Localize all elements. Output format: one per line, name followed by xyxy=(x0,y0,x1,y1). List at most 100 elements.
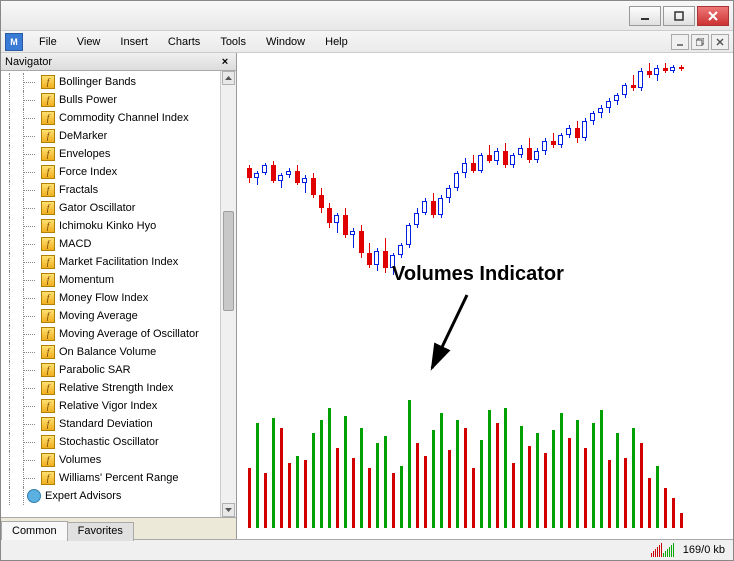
indicator-item[interactable]: fWilliams' Percent Range xyxy=(1,469,236,487)
indicator-item[interactable]: f Moving Average of Oscillator xyxy=(1,325,236,343)
indicator-item[interactable]: fStochastic Oscillator xyxy=(1,433,236,451)
indicator-item[interactable]: fEnvelopes xyxy=(1,145,236,163)
statusbar: 169/0 kb xyxy=(1,539,733,560)
mdi-minimize-button[interactable] xyxy=(671,34,689,50)
volume-bar xyxy=(640,443,643,528)
indicator-icon: f xyxy=(41,417,55,431)
volume-bar xyxy=(424,456,427,528)
volume-bar xyxy=(312,433,315,528)
indicator-icon: f xyxy=(41,75,55,89)
volume-bar xyxy=(512,463,515,528)
indicator-item[interactable]: f Parabolic SAR xyxy=(1,361,236,379)
connection-icon xyxy=(651,543,675,557)
expert-advisors-icon xyxy=(27,489,41,503)
volume-bar xyxy=(528,446,531,528)
volume-bar xyxy=(304,460,307,528)
volume-bar xyxy=(456,420,459,528)
indicator-item[interactable]: fCommodity Channel Index xyxy=(1,109,236,127)
indicator-icon: f xyxy=(41,363,55,377)
indicator-label: DeMarker xyxy=(59,130,107,142)
volume-bar xyxy=(256,423,259,528)
indicator-item[interactable]: fVolumes xyxy=(1,451,236,469)
volume-bar xyxy=(432,430,435,528)
menu-help[interactable]: Help xyxy=(315,33,358,51)
volume-bar xyxy=(680,513,683,528)
volume-bar xyxy=(408,400,411,528)
menu-tools[interactable]: Tools xyxy=(210,33,256,51)
menu-window[interactable]: Window xyxy=(256,33,315,51)
indicator-item[interactable]: fStandard Deviation xyxy=(1,415,236,433)
chart-area[interactable]: Volumes Indicator xyxy=(237,53,733,539)
menu-insert[interactable]: Insert xyxy=(110,33,158,51)
scrollbar-thumb[interactable] xyxy=(223,211,234,311)
indicator-item[interactable]: fOn Balance Volume xyxy=(1,343,236,361)
volume-bar xyxy=(664,488,667,528)
indicator-item[interactable]: fMomentum xyxy=(1,271,236,289)
scroll-up-button[interactable] xyxy=(222,71,235,85)
indicator-label: Money Flow Index xyxy=(59,292,148,304)
app-icon: M xyxy=(5,33,23,51)
volume-bar xyxy=(536,433,539,528)
indicator-icon: f xyxy=(41,345,55,359)
indicator-item[interactable]: fForce Index xyxy=(1,163,236,181)
indicator-label: Stochastic Oscillator xyxy=(59,436,159,448)
volume-bar xyxy=(448,450,451,528)
indicator-label: Ichimoku Kinko Hyo xyxy=(59,220,156,232)
indicator-label: Momentum xyxy=(59,274,114,286)
indicator-item[interactable]: f Moving Average xyxy=(1,307,236,325)
indicator-item[interactable]: fRelative Vigor Index xyxy=(1,397,236,415)
indicator-label: Bollinger Bands xyxy=(59,76,136,88)
indicator-item[interactable]: fMoney Flow Index xyxy=(1,289,236,307)
indicator-item[interactable]: f Bollinger Bands xyxy=(1,73,236,91)
mdi-close-button[interactable] xyxy=(711,34,729,50)
indicator-item[interactable]: fRelative Strength Index xyxy=(1,379,236,397)
menubar: M FileViewInsertChartsToolsWindowHelp xyxy=(1,31,733,53)
indicator-label: Gator Oscillator xyxy=(59,202,135,214)
maximize-button[interactable] xyxy=(663,6,695,26)
indicator-icon: f xyxy=(41,471,55,485)
volume-bar xyxy=(504,408,507,528)
volume-bar xyxy=(496,423,499,528)
navigator-tabs: CommonFavorites xyxy=(1,517,236,539)
indicator-icon: f xyxy=(41,165,55,179)
indicator-label: Parabolic SAR xyxy=(59,364,131,376)
indicator-icon: f xyxy=(41,309,55,323)
menu-charts[interactable]: Charts xyxy=(158,33,210,51)
scroll-down-button[interactable] xyxy=(222,503,235,517)
mdi-restore-button[interactable] xyxy=(691,34,709,50)
volume-bar xyxy=(568,438,571,528)
navigator-scrollbar[interactable] xyxy=(220,71,236,517)
indicator-item[interactable]: fMACD xyxy=(1,235,236,253)
volume-bar xyxy=(648,478,651,528)
indicator-label: Moving Average of Oscillator xyxy=(59,328,199,340)
menu-view[interactable]: View xyxy=(67,33,111,51)
indicator-item[interactable]: fMarket Facilitation Index xyxy=(1,253,236,271)
navigator-panel: Navigator × fBollinger BandsfBulls Power… xyxy=(1,53,237,539)
volume-bar xyxy=(248,468,251,528)
indicator-label: Relative Strength Index xyxy=(59,382,173,394)
volume-bar xyxy=(632,428,635,528)
menu-file[interactable]: File xyxy=(29,33,67,51)
nav-tab-favorites[interactable]: Favorites xyxy=(67,522,134,541)
indicator-icon: f xyxy=(41,327,55,341)
navigator-tree[interactable]: f Bollinger Bands fBulls PowerfCommodity C… xyxy=(1,71,236,517)
navigator-close-button[interactable]: × xyxy=(218,55,232,69)
close-button[interactable] xyxy=(697,6,729,26)
volume-bar xyxy=(560,413,563,528)
indicator-item[interactable]: fIchimoku Kinko Hyo xyxy=(1,217,236,235)
volume-bar xyxy=(296,456,299,528)
indicator-icon: f xyxy=(41,93,55,107)
nav-tab-common[interactable]: Common xyxy=(1,521,68,540)
indicator-item[interactable]: fFractals xyxy=(1,181,236,199)
volume-bar xyxy=(608,460,611,528)
indicator-label: Envelopes xyxy=(59,148,110,160)
expert-advisors-node[interactable]: Expert Advisors xyxy=(1,487,236,505)
indicator-label: Moving Average xyxy=(59,310,138,322)
volume-bar xyxy=(552,430,555,528)
minimize-button[interactable] xyxy=(629,6,661,26)
indicator-item[interactable]: fDeMarker xyxy=(1,127,236,145)
volume-pane xyxy=(247,353,723,528)
volume-bar xyxy=(392,473,395,528)
indicator-item[interactable]: fBulls Power xyxy=(1,91,236,109)
indicator-item[interactable]: fGator Oscillator xyxy=(1,199,236,217)
